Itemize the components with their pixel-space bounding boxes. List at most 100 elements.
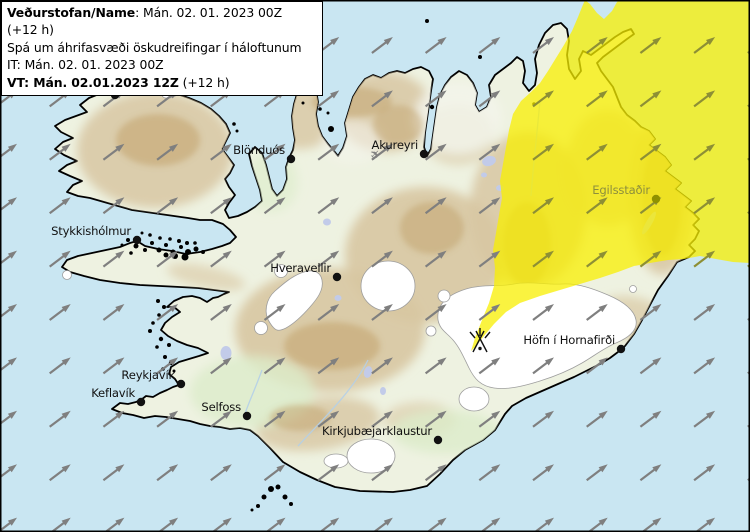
initial-time: IT: Mán. 02. 01. 2023 00Z xyxy=(7,57,164,73)
city-marker[interactable]: Egilsstaðir xyxy=(592,183,661,204)
wind-arrow xyxy=(102,464,125,482)
wind-arrow xyxy=(0,197,17,212)
wind-arrow xyxy=(532,143,554,161)
station-dot[interactable] xyxy=(433,435,443,445)
wind-arrow xyxy=(371,304,393,321)
wind-arrow xyxy=(317,197,340,215)
city-marker[interactable]: Keflavík xyxy=(91,386,146,407)
wind-arrow xyxy=(586,197,608,215)
station-dot[interactable] xyxy=(176,379,186,389)
wind-arrow xyxy=(693,410,716,428)
wind-arrow xyxy=(371,90,393,108)
station-dot[interactable] xyxy=(332,272,342,282)
islet xyxy=(155,345,159,349)
wind-arrow xyxy=(210,357,232,375)
islet xyxy=(140,231,144,235)
city-label: Kirkjubæjarklaustur xyxy=(322,424,432,438)
wind-arrow xyxy=(49,250,71,268)
station-dot[interactable] xyxy=(651,194,661,204)
wind-arrow xyxy=(263,410,286,428)
wind-arrow xyxy=(586,90,608,108)
infobox-line-issued: Veðurstofan/Name: Mán. 02. 01. 2023 00Z … xyxy=(7,5,282,38)
wind-arrow xyxy=(0,410,17,426)
wind-arrow xyxy=(478,143,501,161)
islet xyxy=(177,239,181,243)
glacier-myrdalsjokull xyxy=(346,438,396,474)
forecast-info-box: Veðurstofan/Name: Mán. 02. 01. 2023 00Z … xyxy=(1,1,323,97)
wind-arrow xyxy=(693,357,716,375)
wind-arrow xyxy=(102,410,125,428)
wind-arrow xyxy=(371,357,393,375)
wind-arrow xyxy=(317,304,340,321)
city-marker[interactable]: Akureyri xyxy=(371,138,429,159)
islet xyxy=(164,243,168,247)
city-marker[interactable]: Reykjavík xyxy=(121,368,186,389)
wind-arrow xyxy=(102,357,125,375)
station-dot[interactable] xyxy=(242,411,252,421)
islet xyxy=(289,502,293,506)
station-dot[interactable] xyxy=(616,344,626,354)
islet xyxy=(478,55,482,59)
city-marker[interactable]: Selfoss xyxy=(201,400,252,421)
wind-arrow xyxy=(49,197,71,215)
wind-arrow xyxy=(263,143,286,161)
islet xyxy=(126,238,130,242)
station-dot[interactable] xyxy=(136,397,146,407)
islet xyxy=(268,486,274,492)
wind-arrow xyxy=(532,304,554,321)
city-label: Reykjavík xyxy=(121,368,175,382)
islet xyxy=(143,248,147,252)
wind-arrow xyxy=(371,464,393,482)
wind-arrow xyxy=(210,250,232,268)
wind-arrow xyxy=(156,410,179,428)
wind-arrow xyxy=(693,304,716,321)
wind-arrow xyxy=(317,357,340,375)
islet xyxy=(167,343,171,347)
wind-arrow xyxy=(102,143,125,161)
islet xyxy=(193,241,197,245)
wind-arrow xyxy=(371,37,393,54)
wind-arrow xyxy=(317,90,340,108)
wind-arrow xyxy=(639,410,662,428)
wind-arrow xyxy=(586,464,608,482)
wind-arrow xyxy=(371,197,393,215)
wind-arrow xyxy=(424,304,447,321)
wind-arrow xyxy=(156,304,179,321)
wind-arrow xyxy=(156,357,179,375)
wind-arrow xyxy=(478,410,501,428)
wind-arrow xyxy=(210,304,232,321)
islet xyxy=(261,494,267,500)
wind-arrow xyxy=(586,410,608,428)
station-dot[interactable] xyxy=(419,149,429,159)
city-marker[interactable]: Hveravellir xyxy=(270,261,342,282)
wind-arrow xyxy=(317,464,340,482)
wind-arrow xyxy=(693,143,716,161)
islet xyxy=(168,237,172,241)
city-marker[interactable]: Kirkjubæjarklaustur xyxy=(322,424,443,445)
city-marker[interactable]: Stykkishólmur xyxy=(51,224,142,245)
islet xyxy=(163,252,169,258)
city-label: Egilsstaðir xyxy=(592,183,650,197)
city-label: Akureyri xyxy=(371,138,418,152)
wind-arrow xyxy=(371,143,393,161)
wind-arrow xyxy=(639,37,662,54)
wind-arrow xyxy=(0,357,17,372)
wind-arrow xyxy=(693,37,716,54)
wind-arrow xyxy=(424,357,447,375)
wind-arrow xyxy=(263,357,286,375)
station-dot[interactable] xyxy=(132,235,142,245)
wind-arrow xyxy=(478,90,501,108)
wind-arrow xyxy=(532,37,554,54)
forecast-description: Spá um áhrifasvæði öskudreifingar í hálo… xyxy=(7,39,302,55)
city-label: Höfn í Hornafirði xyxy=(523,333,615,347)
ash-dispersal-area xyxy=(471,0,750,351)
wind-arrow xyxy=(478,357,501,375)
wind-arrow xyxy=(586,357,608,375)
wind-arrow xyxy=(317,250,340,268)
city-marker[interactable]: Höfn í Hornafirði xyxy=(523,333,626,354)
station-dot[interactable] xyxy=(286,154,296,164)
city-marker[interactable]: Blönduós xyxy=(233,143,296,164)
wind-arrow xyxy=(532,250,554,268)
wind-arrow xyxy=(49,464,71,482)
